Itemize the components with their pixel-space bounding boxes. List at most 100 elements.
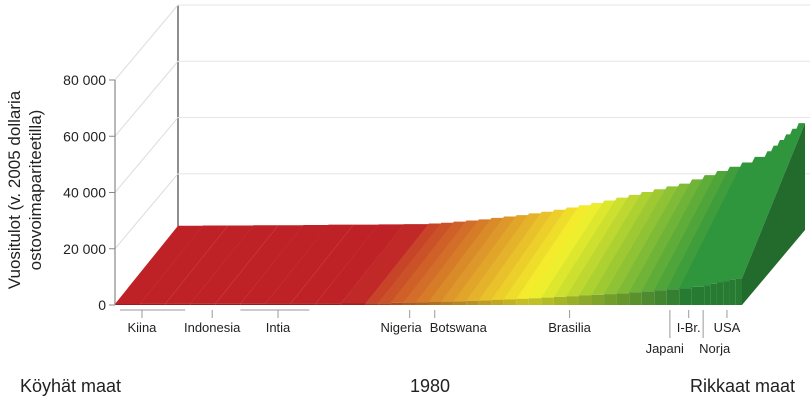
bar-top (240, 224, 329, 304)
bar-top (441, 216, 517, 302)
country-label: USA (714, 320, 741, 335)
bar-front (403, 302, 416, 305)
bar-top (478, 211, 555, 301)
bar-front (265, 303, 291, 305)
bar-top (616, 183, 693, 294)
bar-top (466, 213, 542, 301)
bar-top (629, 179, 705, 293)
bar-front (340, 303, 366, 305)
bar-top (340, 224, 429, 304)
bar-front (704, 285, 711, 305)
bar-front (616, 293, 630, 305)
country-label: Intia (266, 320, 291, 335)
bar-top (735, 123, 805, 279)
bar-front (553, 296, 567, 305)
y-tick-label: 40 000 (63, 185, 106, 201)
y-axis-label-line1: Vuositulot (v. 2005 dollaria (5, 90, 24, 289)
bar-top (290, 224, 379, 304)
depth-gridline (114, 4, 179, 81)
bar-top (503, 207, 580, 300)
bar-top (566, 194, 642, 297)
bar-front (165, 303, 191, 305)
year-label: 1980 (410, 376, 450, 396)
bar-front (290, 303, 316, 305)
bar-front (710, 283, 717, 305)
y-tick-label: 0 (98, 297, 106, 313)
country-label: Kiina (128, 320, 158, 335)
bar-top (390, 221, 467, 303)
bar-top (415, 219, 492, 303)
bar-top (578, 192, 655, 296)
bar-front (541, 297, 554, 305)
bar-side (742, 123, 805, 305)
bar-front (190, 303, 216, 305)
bar-front (478, 300, 492, 305)
country-label: I-Br. (677, 320, 701, 335)
bar-front (378, 303, 391, 305)
bar-front (679, 288, 692, 305)
bar-front (315, 303, 341, 305)
bar-top (190, 225, 279, 304)
bar-front (591, 294, 605, 305)
bar-front (516, 298, 529, 305)
bar-front (629, 292, 642, 305)
bar-top (315, 224, 404, 304)
bar-top (453, 215, 530, 302)
bars (115, 123, 805, 305)
bar-top (428, 217, 505, 302)
bar-front (578, 295, 592, 305)
bar-front (716, 282, 724, 305)
country-label: Nigeria (381, 320, 423, 335)
bar-front (691, 286, 705, 305)
country-markers: Kiina Indonesia Intia Nigeria Botswana Brasil… (120, 309, 741, 356)
y-tick-label: 60 000 (63, 128, 106, 144)
bar-top (591, 189, 668, 295)
bar-top (666, 166, 743, 290)
bar-front (654, 290, 667, 305)
bar-front (566, 296, 579, 305)
bar-front (666, 289, 680, 305)
bar-front (723, 281, 730, 305)
bar-top (215, 225, 304, 304)
bar-top (641, 175, 718, 292)
bar-front (415, 302, 429, 305)
bar-front (466, 300, 479, 305)
bar-front (441, 301, 454, 305)
bar-front (140, 303, 166, 305)
poor-countries-label: Köyhät maat (20, 376, 121, 396)
bar-top (654, 170, 730, 291)
country-label: Norja (699, 341, 731, 356)
bar-front (528, 298, 542, 305)
bar-front (491, 299, 504, 305)
bar-top (378, 222, 454, 304)
bar-front (729, 279, 736, 305)
bar-top (553, 197, 630, 297)
country-label: Botswana (430, 320, 488, 335)
bar-front (428, 301, 442, 305)
bar-top (528, 203, 605, 299)
y-tick-label: 80 000 (63, 72, 106, 88)
bar-front (453, 301, 467, 305)
y-axis-label-line2: ostovoimapariteetilla) (26, 110, 45, 271)
bar-top (115, 225, 204, 304)
bar-front (215, 303, 241, 305)
depth-gridline (114, 60, 179, 137)
bar-top (491, 209, 567, 300)
bar-top (604, 186, 680, 295)
bar-front (115, 303, 141, 305)
bar-top (679, 162, 755, 289)
bar-front (604, 294, 617, 305)
bar-top (165, 225, 254, 304)
bar-top (365, 223, 442, 304)
bar-front (390, 302, 404, 305)
depth-gridline (114, 173, 179, 250)
y-axis: 0 20 000 40 000 60 000 80 000 (63, 72, 116, 313)
grid (114, 4, 810, 306)
bar-front (365, 303, 379, 305)
depth-gridline (114, 117, 179, 193)
bar-top (516, 205, 592, 299)
bar-top (403, 220, 479, 303)
country-label: Brasilia (548, 320, 591, 335)
